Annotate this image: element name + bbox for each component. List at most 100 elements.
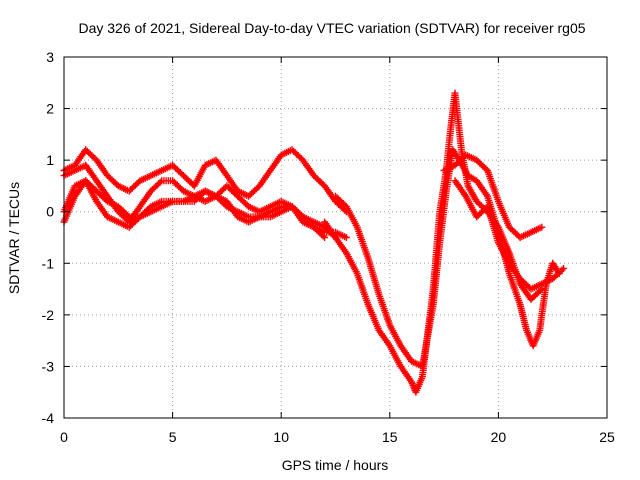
data-point [106, 200, 109, 203]
y-axis-label: SDTVAR / TECUs [6, 182, 22, 294]
data-point [128, 190, 130, 192]
data-point [150, 190, 152, 192]
data-point [378, 329, 380, 332]
axis-ticks [63, 56, 608, 419]
data-point [460, 149, 463, 151]
data-point [171, 200, 174, 203]
data-point [291, 149, 293, 151]
data-point [182, 174, 185, 177]
data-point [269, 205, 272, 208]
data-point [410, 360, 413, 363]
data-point [399, 365, 402, 368]
data-point [226, 185, 228, 187]
data-point [530, 288, 532, 290]
data-point [182, 200, 185, 203]
data-point [454, 179, 456, 182]
data-point [519, 283, 521, 285]
data-point [445, 190, 448, 192]
data-point [454, 92, 456, 94]
x-tick-label: 0 [60, 429, 68, 445]
data-point [150, 210, 152, 213]
data-point [247, 205, 250, 208]
data-point [182, 190, 185, 192]
data-point [519, 303, 521, 306]
data-point [204, 190, 206, 192]
data-point [128, 216, 130, 218]
x-tick-labels: 0 5 10 15 20 25 [60, 429, 615, 445]
data-point [454, 164, 456, 167]
series-5 [332, 146, 563, 370]
data-point [541, 226, 543, 228]
data-point [508, 226, 511, 228]
data-point [551, 277, 554, 280]
y-tick-label: -3 [42, 358, 55, 374]
data-point [378, 293, 380, 296]
data-point [280, 205, 283, 208]
data-point [323, 236, 326, 239]
data-point [323, 231, 326, 234]
data-point [171, 164, 174, 167]
x-tick-label: 15 [382, 429, 398, 445]
series-6 [440, 151, 546, 241]
data-point [475, 179, 478, 182]
data-point [312, 226, 315, 228]
data-point [84, 164, 87, 167]
data-point [236, 216, 239, 218]
plot-area [60, 89, 568, 396]
data-point [117, 210, 120, 213]
data-point [128, 221, 130, 223]
data-point [508, 262, 511, 265]
data-point [541, 283, 543, 285]
data-point [334, 200, 337, 203]
data-point [475, 216, 478, 218]
data-point [465, 195, 467, 198]
series-markers [332, 146, 563, 370]
data-point [150, 205, 152, 208]
y-tick-label: 3 [46, 49, 54, 65]
data-point [139, 179, 141, 182]
data-point [280, 154, 283, 156]
data-point [204, 200, 206, 203]
data-point [530, 231, 532, 234]
data-point [215, 159, 217, 161]
data-point [421, 375, 424, 378]
data-point [497, 241, 500, 244]
data-point [421, 365, 424, 368]
data-point [323, 185, 326, 187]
data-point [95, 200, 98, 203]
data-point [432, 303, 435, 306]
data-point [117, 221, 120, 223]
data-point [367, 303, 369, 306]
data-point [486, 195, 489, 198]
data-point [204, 164, 206, 167]
data-point [193, 195, 196, 198]
data-point [345, 236, 348, 239]
data-point [345, 252, 348, 254]
x-tick-label: 20 [491, 429, 507, 445]
series-7 [451, 177, 568, 293]
data-point [160, 205, 163, 208]
data-point [258, 210, 261, 213]
data-point [389, 345, 391, 347]
data-point [525, 329, 528, 332]
data-point [95, 179, 98, 182]
data-point [139, 216, 141, 218]
data-point [247, 221, 250, 223]
data-point [475, 159, 478, 161]
data-point [258, 185, 261, 187]
data-point [334, 195, 337, 198]
data-point [399, 345, 402, 347]
data-point [269, 169, 272, 172]
data-point [562, 267, 565, 270]
data-point [467, 185, 469, 187]
y-tick-label: -1 [42, 255, 55, 271]
series-markers [321, 89, 546, 396]
data-point [269, 210, 272, 213]
data-point [345, 205, 348, 208]
data-point [160, 200, 163, 203]
x-tick-label: 10 [273, 429, 289, 445]
data-point [486, 169, 489, 172]
data-point [226, 200, 228, 203]
data-point [74, 164, 76, 167]
